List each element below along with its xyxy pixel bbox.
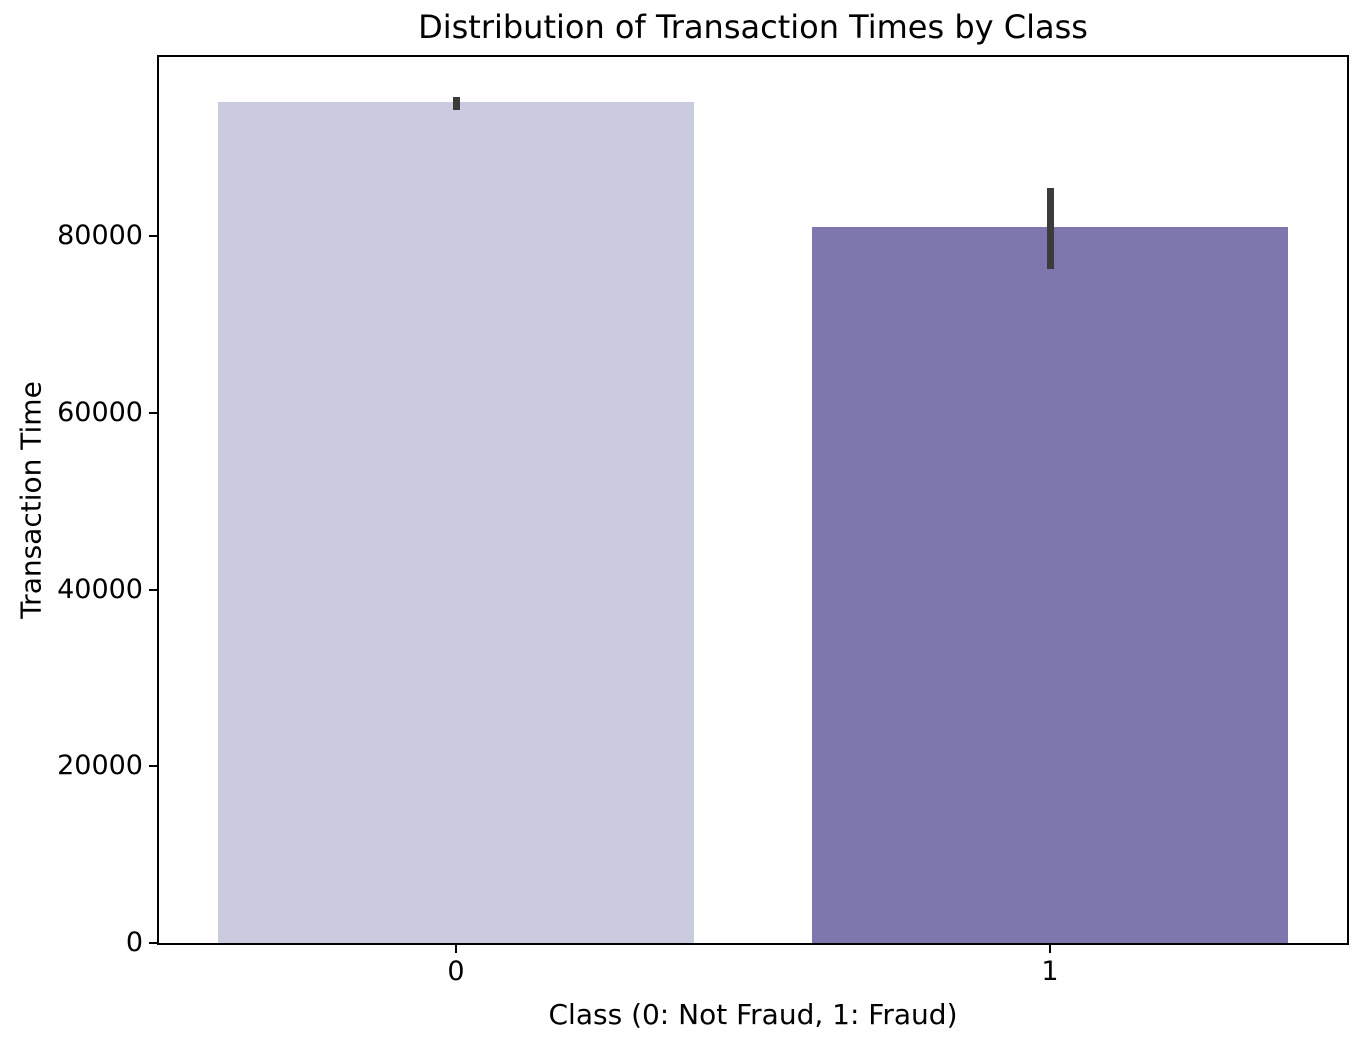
- x-axis-tick-label: 1: [1041, 956, 1059, 987]
- x-axis-tick-label: 0: [447, 956, 465, 987]
- y-axis-tick-label: 0: [125, 927, 143, 958]
- error-bar: [452, 96, 460, 110]
- chart-title: Distribution of Transaction Times by Cla…: [418, 8, 1088, 46]
- y-axis-tick: [149, 235, 157, 238]
- y-axis-tick: [149, 411, 157, 414]
- y-axis-tick: [149, 765, 157, 768]
- bar-class-1: [812, 227, 1288, 943]
- error-bar: [1046, 187, 1054, 269]
- x-axis-tick: [455, 945, 457, 953]
- plot-area: 0 20000 40000 60000 80000 0 1: [57, 55, 1349, 987]
- x-axis-tick: [1049, 945, 1051, 953]
- y-axis-tick-label: 20000: [57, 750, 143, 782]
- y-axis-label: Transaction Time: [14, 381, 48, 619]
- y-axis-tick: [149, 942, 157, 944]
- y-axis-tick-label: 60000: [57, 396, 143, 428]
- bar-class-0: [218, 102, 694, 943]
- x-axis-label: Class (0: Not Fraud, 1: Fraud): [548, 998, 958, 1031]
- y-axis-tick-label: 40000: [57, 573, 143, 605]
- y-axis-tick-label: 80000: [57, 220, 143, 252]
- y-axis-tick: [149, 588, 157, 591]
